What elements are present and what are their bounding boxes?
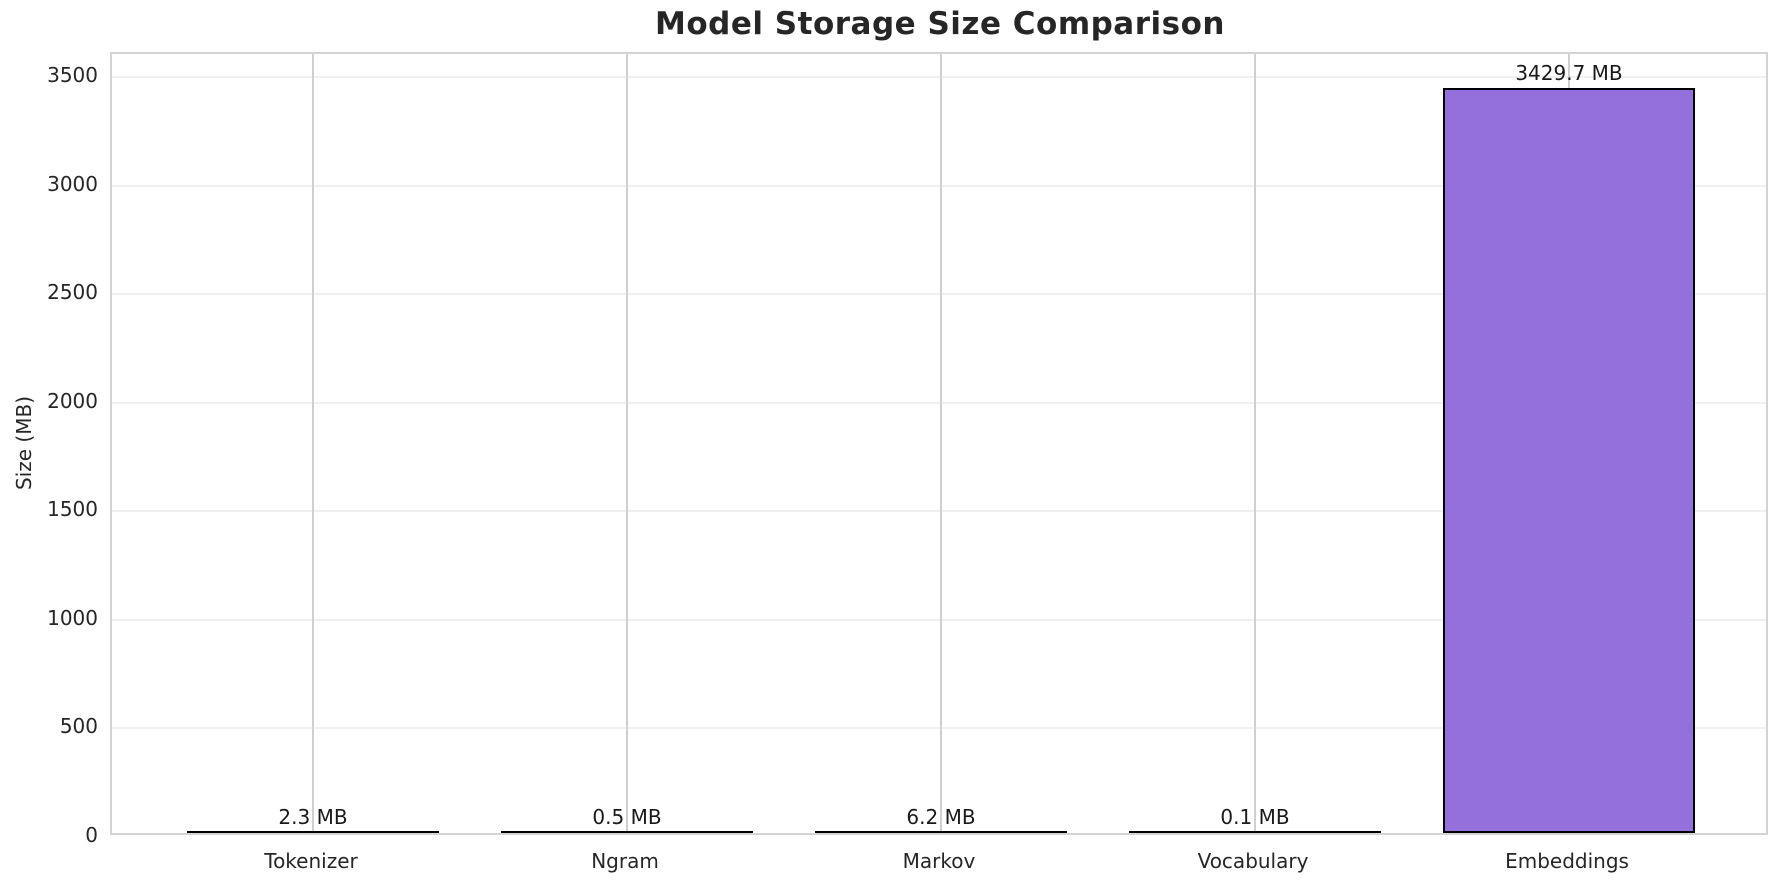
- h-gridline: [112, 293, 1766, 296]
- y-tick-label: 500: [59, 714, 98, 739]
- h-gridline: [112, 510, 1766, 513]
- v-gridline: [312, 54, 314, 833]
- plot-area: 2.3 MB 0.5 MB 6.2 MB 0.1 MB 3429.7 MB: [110, 52, 1768, 835]
- x-tick-label: Tokenizer: [264, 849, 358, 873]
- h-gridline: [112, 184, 1766, 187]
- bar-value-label: 2.3 MB: [278, 805, 348, 829]
- y-tick-label: 3000: [47, 171, 98, 196]
- h-gridline: [112, 401, 1766, 404]
- y-tick-label: 3500: [47, 63, 98, 87]
- bar-value-label: 3429.7 MB: [1515, 61, 1623, 86]
- bar: [1129, 831, 1381, 833]
- bar-value-label: 0.1 MB: [1220, 805, 1290, 829]
- x-tick-label: Vocabulary: [1197, 849, 1309, 873]
- bar-value-label: 0.5 MB: [592, 805, 662, 829]
- bar-value-label: 6.2 MB: [906, 804, 976, 829]
- y-tick-label: 0: [85, 823, 98, 847]
- h-gridline: [112, 727, 1766, 730]
- v-gridline: [1254, 54, 1256, 833]
- x-tick-label: Markov: [902, 849, 976, 873]
- y-tick-label: 2500: [47, 280, 98, 305]
- y-tick-label: 1500: [47, 497, 98, 522]
- h-gridline: [112, 618, 1766, 621]
- bar: [815, 831, 1067, 833]
- x-tick-label: Ngram: [591, 849, 659, 873]
- bar: [501, 831, 753, 833]
- bar: [187, 831, 439, 833]
- bar: [1443, 88, 1695, 833]
- y-tick-label: 2000: [47, 388, 98, 413]
- chart-title: Model Storage Size Comparison: [655, 6, 1225, 42]
- y-tick-label: 1000: [47, 605, 98, 630]
- x-tick-label: Embeddings: [1505, 849, 1629, 873]
- h-gridline: [112, 76, 1766, 78]
- v-gridline: [626, 54, 628, 833]
- v-gridline: [940, 54, 942, 833]
